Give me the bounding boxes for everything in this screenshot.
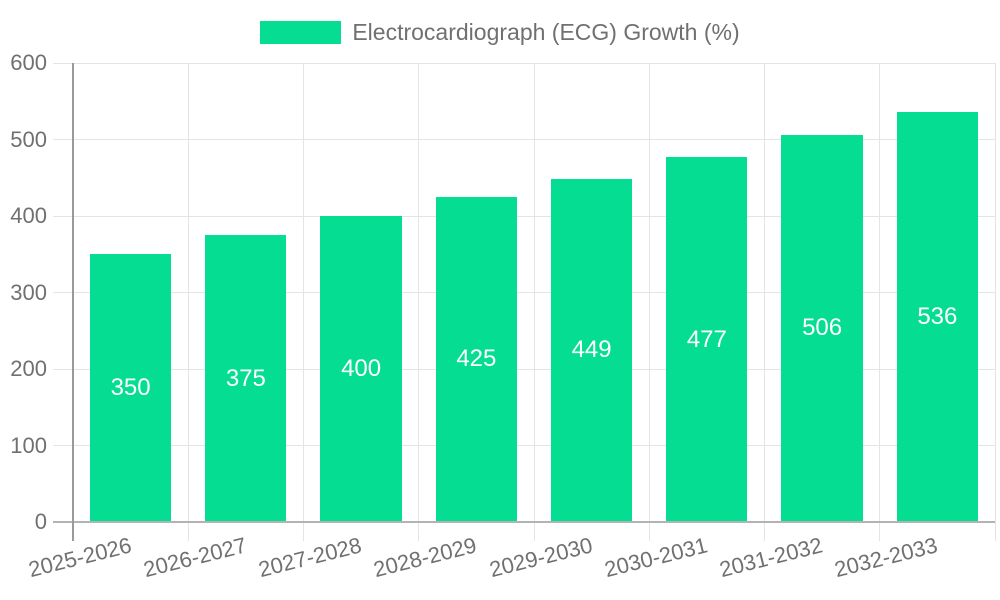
x-gridline <box>303 63 304 541</box>
y-tick-label: 600 <box>10 50 47 75</box>
x-gridline <box>648 63 650 541</box>
y-tick-label: 100 <box>10 432 47 458</box>
bar-value-label: 449 <box>571 336 612 364</box>
y-tick <box>53 368 73 370</box>
y-tick-label: 0 <box>34 509 47 534</box>
y-tick-label: 400 <box>10 203 47 228</box>
y-tick <box>53 292 73 293</box>
y-tick-label: 500 <box>10 126 47 152</box>
legend: Electrocardiograph (ECG) Growth (%) <box>0 19 1000 46</box>
bar <box>89 254 172 522</box>
bar-value-label: 506 <box>802 314 843 342</box>
bar <box>781 134 863 522</box>
y-tick <box>53 139 73 140</box>
bar <box>205 235 287 522</box>
x-axis-line <box>53 521 995 523</box>
bar <box>896 111 978 522</box>
x-gridline <box>879 63 881 541</box>
x-gridline <box>418 63 420 541</box>
y-tick <box>53 62 73 64</box>
bar-value-label: 400 <box>341 355 382 382</box>
x-gridline <box>187 63 189 541</box>
bar <box>550 178 633 522</box>
y-tick <box>53 215 73 217</box>
legend-label: Electrocardiograph (ECG) Growth (%) <box>352 19 740 45</box>
y-tick <box>53 445 73 446</box>
bar-value-label: 425 <box>456 345 497 373</box>
bar-value-label: 477 <box>686 325 727 353</box>
y-axis-line <box>72 63 74 541</box>
bar-value-label: 536 <box>917 302 958 330</box>
x-gridline <box>533 63 535 541</box>
bar-value-label: 375 <box>225 364 266 392</box>
x-gridline <box>764 63 765 541</box>
bar <box>435 196 517 522</box>
bar <box>320 216 402 522</box>
legend-swatch <box>260 21 342 44</box>
plot-area: 0 100 200 300 400 500 600 350 2025-2026 375 2026-2… <box>10 50 996 582</box>
y-tick-label: 200 <box>10 356 47 381</box>
bar-value-label: 350 <box>110 374 151 402</box>
x-gridline <box>994 63 996 541</box>
bar <box>666 157 748 522</box>
y-tick-label: 300 <box>10 279 47 305</box>
